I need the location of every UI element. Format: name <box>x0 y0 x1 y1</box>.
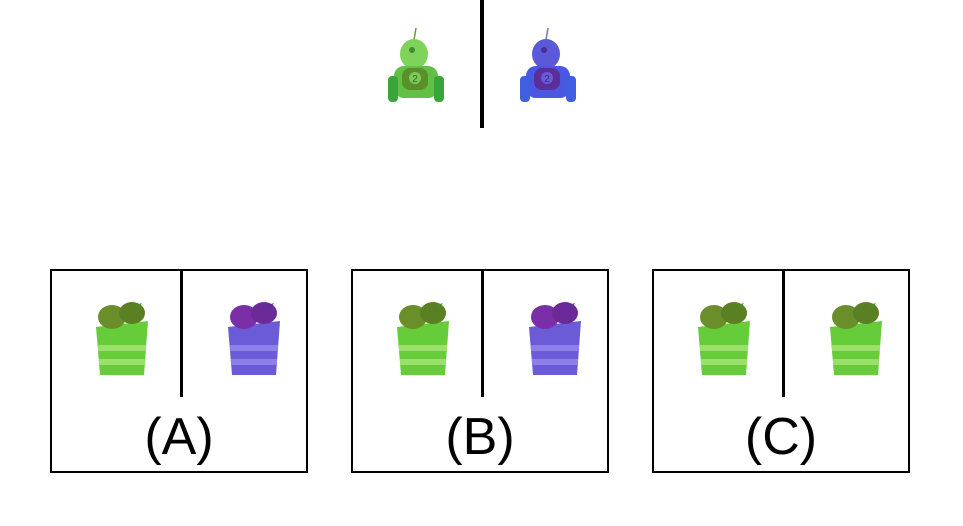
strawberry-cake-icon-green <box>96 299 148 375</box>
robot-icon-blue: 2 <box>520 27 576 102</box>
option-b-label: (B) <box>445 408 515 466</box>
option-a[interactable]: (A) <box>50 269 308 473</box>
option-b-divider <box>481 271 484 397</box>
question-divider <box>480 0 484 128</box>
svg-text:2: 2 <box>412 74 418 85</box>
option-c-divider <box>782 271 785 397</box>
option-c-label: (C) <box>744 408 818 466</box>
option-b[interactable]: (B) <box>351 269 609 473</box>
strawberry-cake-icon-purple <box>529 299 581 375</box>
strawberry-cake-icon-green <box>397 299 449 375</box>
option-a-label: (A) <box>144 408 214 466</box>
strawberry-cake-icon-green <box>698 299 750 375</box>
strawberry-cake-icon-purple <box>228 299 280 375</box>
option-a-divider <box>180 271 183 397</box>
option-c[interactable]: (C) <box>652 269 910 473</box>
strawberry-cake-icon-green <box>830 299 882 375</box>
robot-icon-green: 2 <box>388 27 444 102</box>
question-figure: 2 2 <box>380 0 590 130</box>
svg-text:2: 2 <box>544 74 550 85</box>
